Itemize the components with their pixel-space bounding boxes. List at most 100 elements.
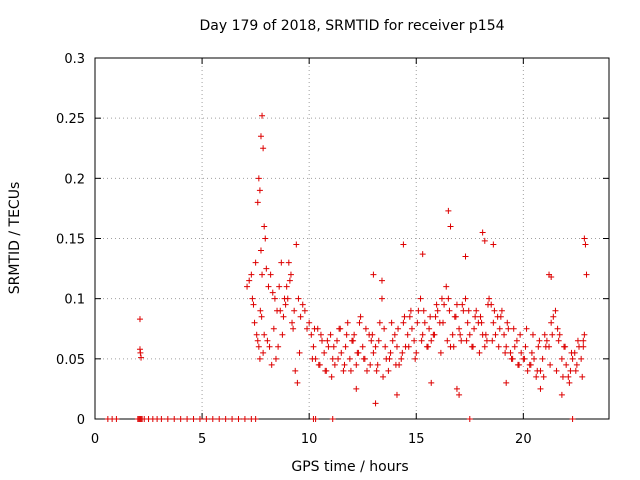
data-point [327, 331, 334, 338]
data-point [267, 271, 274, 278]
data-point [531, 355, 538, 362]
data-point [541, 331, 548, 338]
data-point [329, 355, 336, 362]
data-point [555, 337, 562, 344]
data-point [444, 337, 451, 344]
data-point [312, 416, 319, 422]
data-point [325, 343, 332, 350]
data-point [414, 319, 421, 326]
data-point [324, 337, 331, 344]
data-point [290, 325, 297, 332]
data-point [398, 355, 405, 362]
data-point [268, 361, 275, 368]
data-point [301, 307, 308, 314]
data-point [539, 355, 546, 362]
y-tick-label: 0.2 [64, 172, 85, 187]
data-point [450, 343, 457, 350]
data-point [370, 271, 377, 278]
data-point [388, 319, 395, 326]
data-point [209, 416, 216, 422]
data-point [283, 283, 290, 290]
data-point [408, 325, 415, 332]
data-point [503, 343, 510, 350]
x-tick-label: 15 [408, 432, 425, 447]
data-point [249, 295, 256, 302]
data-point [523, 325, 530, 332]
data-point [459, 301, 466, 308]
data-point [272, 355, 279, 362]
data-point [453, 301, 460, 308]
data-point [458, 337, 465, 344]
data-point [401, 313, 408, 320]
data-point [449, 331, 456, 338]
data-point [517, 331, 524, 338]
data-point [471, 325, 478, 332]
data-point [244, 283, 251, 290]
data-point [466, 416, 473, 422]
data-point [566, 379, 573, 386]
data-point [482, 331, 489, 338]
data-point [572, 367, 579, 374]
data-point [296, 349, 303, 356]
data-point [447, 223, 454, 230]
data-point [464, 319, 471, 326]
data-point [308, 331, 315, 338]
data-point [441, 301, 448, 308]
data-point [216, 416, 223, 422]
data-point [437, 349, 444, 356]
data-point [579, 373, 586, 380]
data-point [504, 319, 511, 326]
data-point [190, 416, 197, 422]
data-point [484, 301, 491, 308]
data-point [255, 343, 262, 350]
data-point [386, 355, 393, 362]
data-point [427, 313, 434, 320]
data-point [547, 361, 554, 368]
data-point [171, 416, 178, 422]
data-point [261, 223, 268, 230]
data-point [295, 295, 302, 302]
data-point [350, 337, 357, 344]
data-point [385, 367, 392, 374]
data-point [492, 331, 499, 338]
data-point [285, 259, 292, 266]
data-point [477, 313, 484, 320]
data-point [425, 343, 432, 350]
data-point [440, 319, 447, 326]
data-point [376, 319, 383, 326]
data-point [413, 349, 420, 356]
data-point [261, 331, 268, 338]
data-point [463, 337, 470, 344]
data-point [367, 361, 374, 368]
data-point [536, 337, 543, 344]
data-point [582, 241, 589, 248]
data-point [533, 373, 540, 380]
data-point [309, 355, 316, 362]
data-point [253, 331, 260, 338]
data-point [363, 367, 370, 374]
data-point [573, 361, 580, 368]
data-point [522, 343, 529, 350]
data-point [260, 349, 267, 356]
data-point [281, 295, 288, 302]
data-point [542, 343, 549, 350]
data-point [407, 307, 414, 314]
x-tick-label: 20 [515, 432, 532, 447]
data-point [252, 416, 259, 422]
data-point [497, 313, 504, 320]
data-point [299, 301, 306, 308]
data-point [513, 337, 520, 344]
data-point [452, 313, 459, 320]
data-point [446, 307, 453, 314]
data-point [354, 349, 361, 356]
data-point [278, 259, 285, 266]
data-point [254, 199, 261, 206]
data-point [340, 367, 347, 374]
y-tick-label: 0.25 [56, 112, 85, 127]
data-point [372, 343, 379, 350]
data-point [256, 355, 263, 362]
data-point [478, 319, 485, 326]
data-point [344, 319, 351, 326]
data-point [374, 361, 381, 368]
data-point [286, 277, 293, 284]
